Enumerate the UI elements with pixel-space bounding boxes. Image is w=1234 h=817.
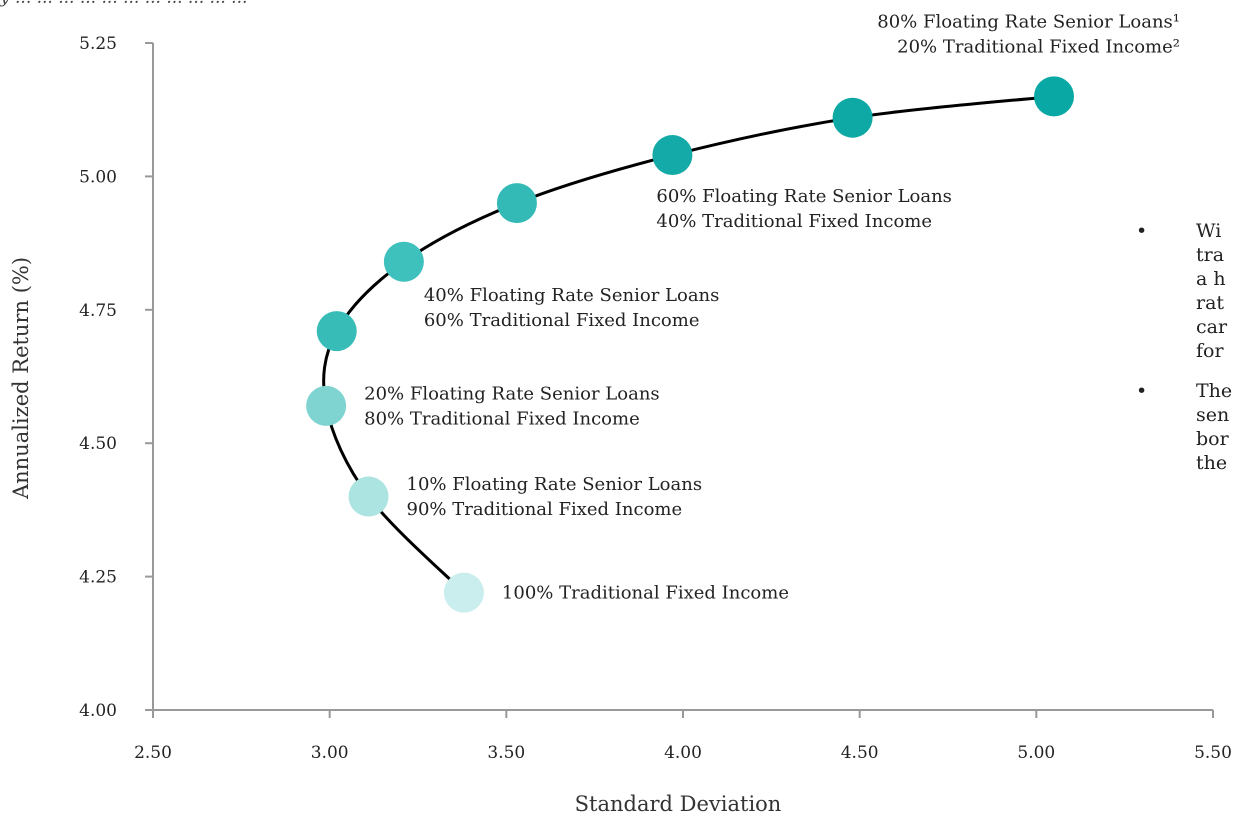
y-tick-label: 4.00 <box>79 701 117 721</box>
y-tick-label: 4.50 <box>79 434 117 454</box>
data-point <box>443 572 484 613</box>
bullet-line: rat <box>1196 292 1225 314</box>
bullet-line: for <box>1196 340 1224 362</box>
side-bullet: • Wi tra a h rat car for <box>1136 219 1234 363</box>
bullet-dot: • <box>1136 220 1148 242</box>
side-bullets: • Wi tra a h rat car for • The sen bor the <box>1136 219 1234 491</box>
x-tick-label: 5.50 <box>1194 743 1232 763</box>
caption-fragment: y ... ... ... ... ... ... ... ... ... ..… <box>0 0 247 8</box>
data-point <box>832 97 873 138</box>
y-tick-label: 4.25 <box>79 568 117 588</box>
point-label: 90% Traditional Fixed Income <box>407 499 683 520</box>
point-label: 40% Traditional Fixed Income <box>656 211 932 232</box>
point-label: 60% Floating Rate Senior Loans <box>656 186 952 207</box>
bullet-line: the <box>1196 452 1228 474</box>
x-tick-label: 4.00 <box>664 743 702 763</box>
point-label: 20% Traditional Fixed Income² <box>897 36 1180 57</box>
point-label: 80% Traditional Fixed Income <box>364 408 640 429</box>
points-layer <box>306 76 1074 613</box>
x-tick-label: 3.00 <box>311 743 349 763</box>
x-axis-label: Standard Deviation <box>575 792 782 816</box>
bullet-line: sen <box>1196 404 1230 426</box>
x-tick-label: 4.50 <box>841 743 879 763</box>
bullet-line: Wi <box>1196 220 1222 242</box>
bullet-line: The <box>1196 380 1233 402</box>
bullet-line: tra <box>1196 244 1225 266</box>
y-axis-label: Annualized Return (%) <box>9 257 33 500</box>
data-point <box>1034 76 1074 117</box>
point-label: 40% Floating Rate Senior Loans <box>424 285 720 306</box>
data-point <box>383 241 424 282</box>
point-label: 60% Traditional Fixed Income <box>424 310 700 331</box>
x-tick-label: 5.00 <box>1017 743 1055 763</box>
bullet-line: a h <box>1196 268 1226 290</box>
point-label: 80% Floating Rate Senior Loans¹ <box>877 11 1180 32</box>
data-point <box>316 311 357 352</box>
data-point <box>496 183 537 224</box>
x-tick-label: 3.50 <box>487 743 525 763</box>
y-tick-label: 4.75 <box>79 301 117 321</box>
bullet-dot: • <box>1136 380 1148 402</box>
bullet-line: bor <box>1196 428 1229 450</box>
data-point <box>348 476 389 517</box>
axes: 4.00 4.25 4.50 4.75 5.00 5.25 2.50 3.00 3.50 4.00… <box>79 34 1232 763</box>
labels-layer: 100% Traditional Fixed Income 10% Floatin… <box>364 11 1180 603</box>
bullet-line: car <box>1196 316 1228 338</box>
data-point <box>306 385 347 426</box>
point-label: 10% Floating Rate Senior Loans <box>407 474 703 495</box>
x-tick-label: 2.50 <box>134 743 172 763</box>
y-tick-label: 5.25 <box>79 34 117 54</box>
side-bullet: • The sen bor the <box>1136 379 1234 475</box>
y-tick-label: 5.00 <box>79 167 117 187</box>
point-label: 100% Traditional Fixed Income <box>502 583 789 604</box>
point-label: 20% Floating Rate Senior Loans <box>364 383 660 404</box>
data-point <box>652 135 693 176</box>
